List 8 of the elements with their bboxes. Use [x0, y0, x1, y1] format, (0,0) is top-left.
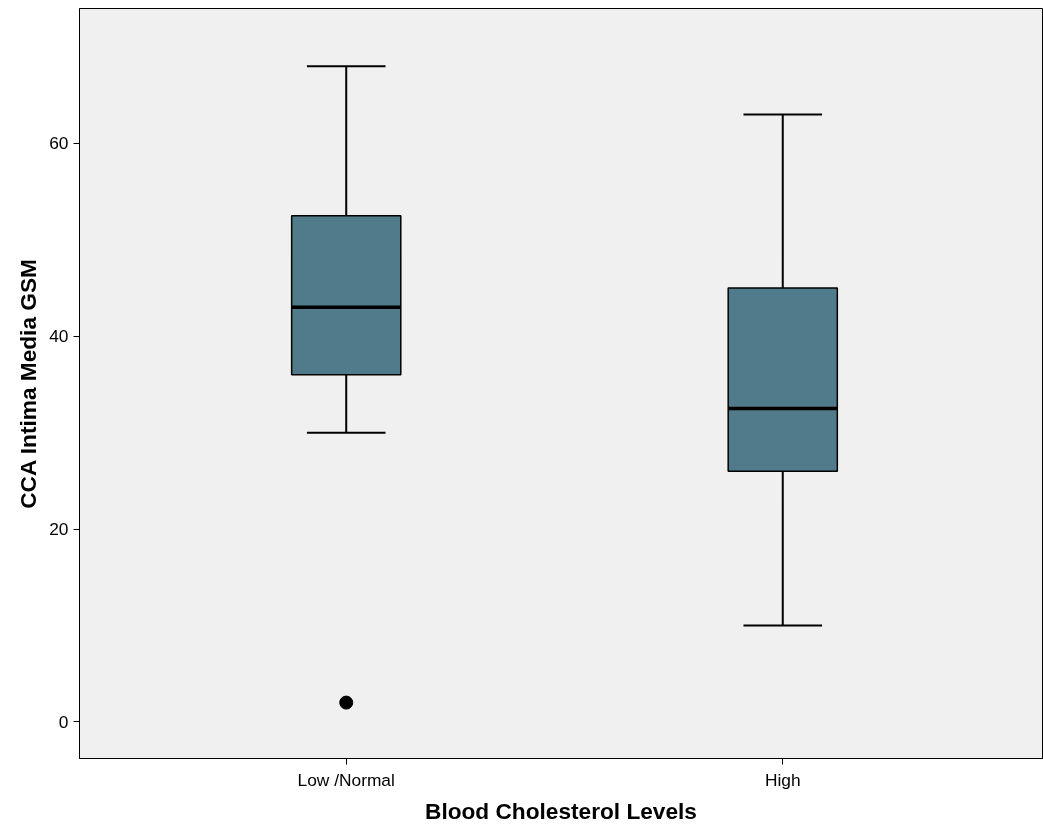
x-tick-label: High — [764, 769, 801, 790]
y-tick-label: 60 — [49, 133, 69, 154]
y-tick-label: 20 — [49, 519, 69, 540]
y-tick-label: 40 — [49, 326, 69, 347]
y-tick-label: 0 — [58, 711, 69, 732]
x-tick-label: Low /Normal — [297, 769, 395, 790]
x-axis-title: Blood Cholesterol Levels — [425, 797, 697, 824]
y-axis-title: CCA Intima Media GSM — [15, 259, 42, 509]
